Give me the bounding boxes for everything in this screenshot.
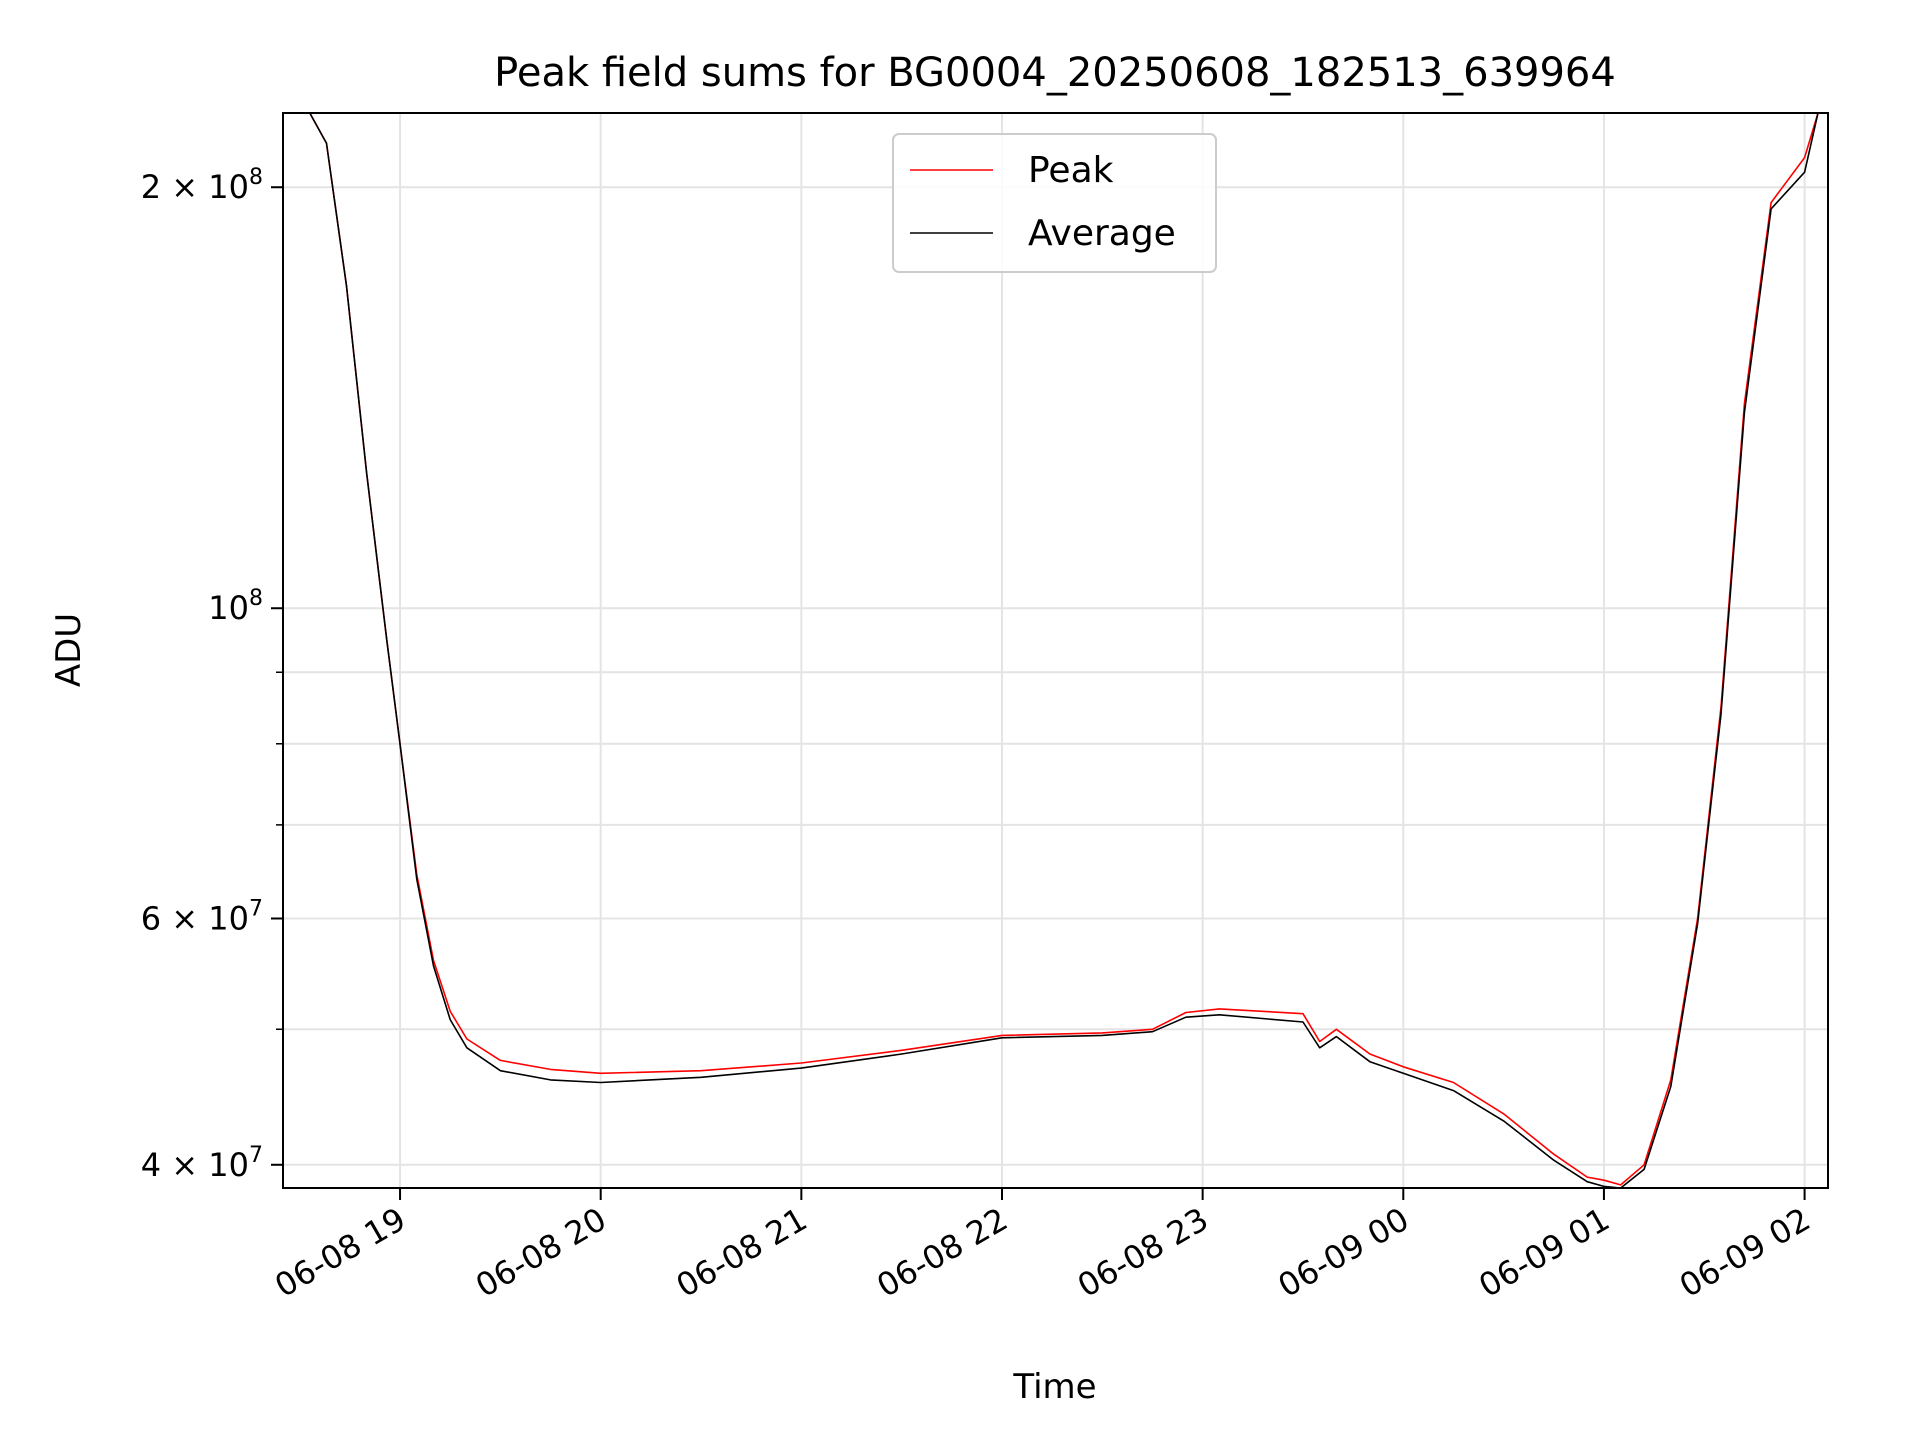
legend-label-peak: Peak	[1028, 150, 1114, 191]
chart-title: Peak field sums for BG0004_20250608_1825…	[494, 50, 1616, 96]
series-layer	[283, 112, 1828, 1189]
series-line-average	[283, 112, 1828, 1189]
x-axis-title: Time	[1012, 1367, 1096, 1407]
y-axis: 4 × 107 6 × 107 108 2 × 108	[141, 165, 283, 1184]
legend-label-average: Average	[1028, 213, 1176, 254]
y-axis-title: ADU	[49, 613, 89, 687]
grid	[283, 113, 1828, 1188]
legend: Peak Average	[892, 133, 1217, 273]
y-tick-label-1: 6 × 107	[141, 897, 263, 938]
legend-box	[892, 133, 1217, 273]
y-tick-label-2: 108	[208, 586, 263, 627]
y-tick-label-0: 4 × 107	[141, 1143, 263, 1184]
plot-frame	[282, 112, 1829, 1189]
y-tick-label-3: 2 × 108	[141, 165, 263, 206]
